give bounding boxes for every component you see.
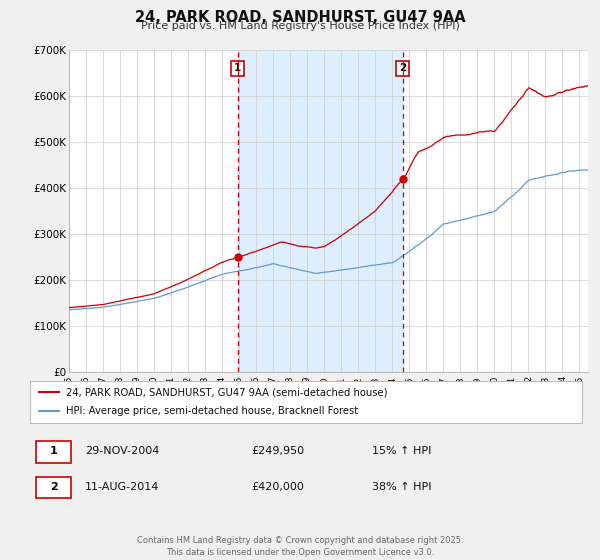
Text: 1: 1 <box>50 446 58 456</box>
Text: £249,950: £249,950 <box>251 446 304 456</box>
Text: 24, PARK ROAD, SANDHURST, GU47 9AA: 24, PARK ROAD, SANDHURST, GU47 9AA <box>134 10 466 25</box>
FancyBboxPatch shape <box>35 441 71 463</box>
Text: 29-NOV-2004: 29-NOV-2004 <box>85 446 160 456</box>
Text: 24, PARK ROAD, SANDHURST, GU47 9AA (semi-detached house): 24, PARK ROAD, SANDHURST, GU47 9AA (semi… <box>66 387 388 397</box>
Text: 11-AUG-2014: 11-AUG-2014 <box>85 482 160 492</box>
Text: HPI: Average price, semi-detached house, Bracknell Forest: HPI: Average price, semi-detached house,… <box>66 407 358 417</box>
Text: 15% ↑ HPI: 15% ↑ HPI <box>372 446 431 456</box>
Text: Contains HM Land Registry data © Crown copyright and database right 2025.
This d: Contains HM Land Registry data © Crown c… <box>137 536 463 557</box>
FancyBboxPatch shape <box>35 477 71 498</box>
Text: 2: 2 <box>399 63 406 73</box>
Bar <box>238 50 403 372</box>
Text: 38% ↑ HPI: 38% ↑ HPI <box>372 482 432 492</box>
Text: Price paid vs. HM Land Registry's House Price Index (HPI): Price paid vs. HM Land Registry's House … <box>140 21 460 31</box>
Text: 2: 2 <box>50 482 58 492</box>
Text: £420,000: £420,000 <box>251 482 304 492</box>
Text: 1: 1 <box>234 63 241 73</box>
